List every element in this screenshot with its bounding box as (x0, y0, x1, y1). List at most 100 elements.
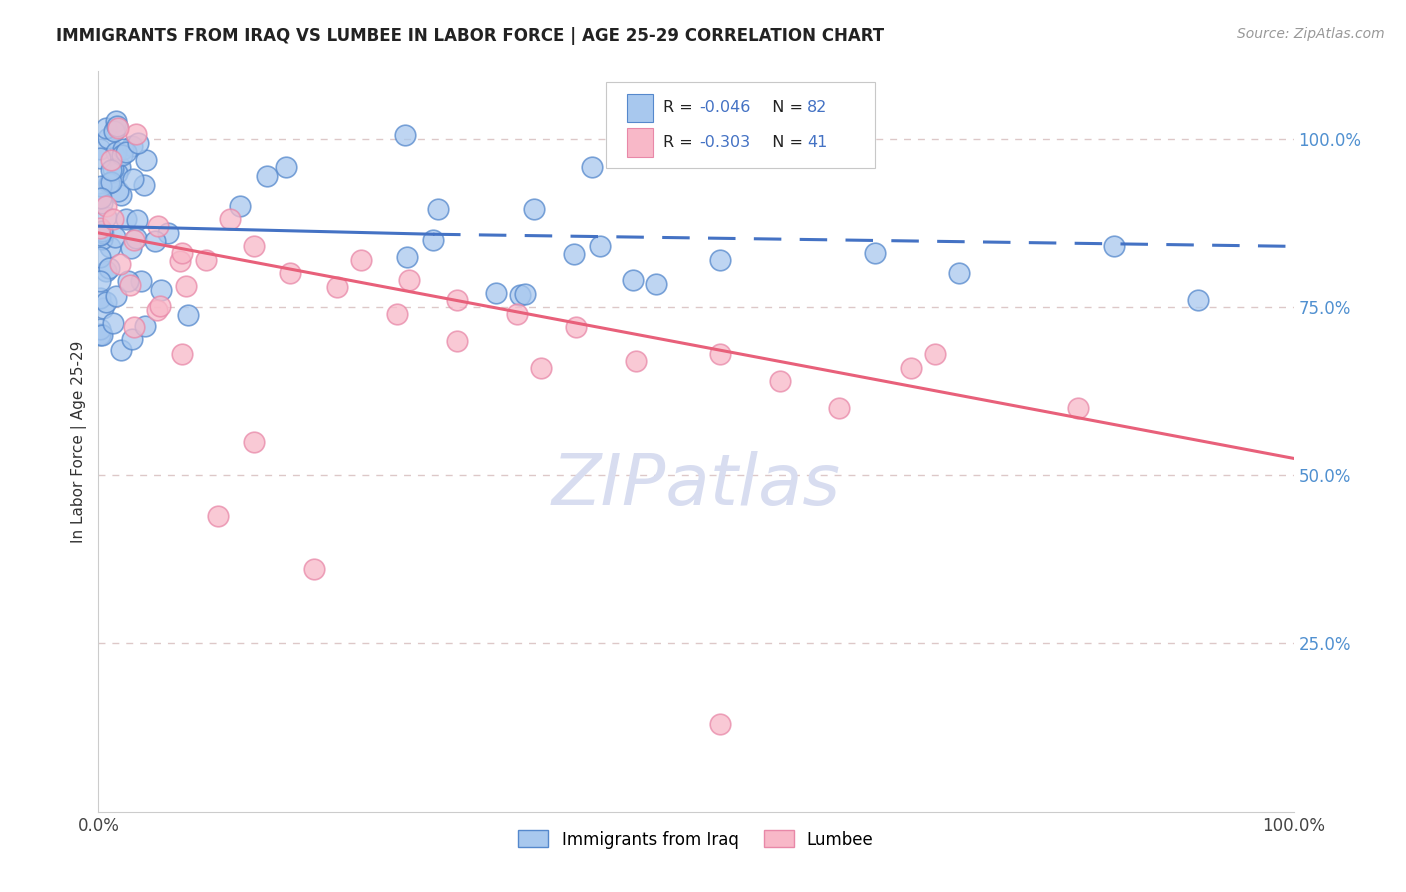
Text: N =: N = (762, 100, 808, 115)
Point (900, 360, 922, 375)
Point (143, 234, 166, 248)
Point (506, 307, 529, 321)
Point (89, 228, 111, 243)
Point (149, 299, 172, 313)
Point (120, 241, 142, 255)
Point (148, 219, 170, 234)
Point (394, 128, 416, 142)
Point (101, 211, 124, 226)
Point (125, 212, 148, 227)
Point (131, 274, 153, 288)
Point (302, 562, 325, 576)
Point (1187, 293, 1209, 308)
Point (111, 142, 134, 156)
Point (172, 246, 194, 260)
Point (94, 295, 117, 310)
Point (581, 161, 603, 175)
Point (101, 162, 124, 177)
Point (626, 353, 648, 368)
Point (121, 171, 143, 186)
Text: IMMIGRANTS FROM IRAQ VS LUMBEE IN LABOR FORCE | AGE 25-29 CORRELATION CHART: IMMIGRANTS FROM IRAQ VS LUMBEE IN LABOR … (56, 27, 884, 45)
Point (100, 162, 122, 177)
Point (326, 279, 349, 293)
Text: R =: R = (662, 135, 697, 150)
Point (243, 434, 266, 449)
Point (150, 283, 173, 297)
Point (565, 320, 588, 334)
Point (89, 151, 111, 165)
Point (94, 211, 117, 225)
Y-axis label: In Labor Force | Age 25-29: In Labor Force | Age 25-29 (72, 341, 87, 542)
Point (256, 169, 278, 183)
Point (96, 199, 118, 213)
Point (177, 309, 200, 323)
Text: R =: R = (662, 100, 697, 115)
Point (107, 184, 129, 198)
Point (89, 142, 111, 156)
Point (89, 220, 111, 235)
Point (523, 202, 546, 217)
Text: -0.303: -0.303 (700, 135, 751, 150)
Point (90, 191, 112, 205)
Point (709, 252, 731, 267)
Point (97, 131, 120, 145)
Point (172, 347, 194, 361)
Point (207, 508, 229, 523)
Point (105, 120, 128, 134)
Point (195, 252, 218, 267)
Point (485, 286, 508, 301)
Point (104, 122, 127, 136)
Point (948, 266, 970, 280)
FancyBboxPatch shape (627, 94, 652, 121)
Point (110, 343, 132, 358)
Point (91, 328, 114, 343)
Point (114, 211, 136, 226)
Point (124, 233, 146, 247)
Point (709, 347, 731, 361)
Point (124, 320, 146, 334)
Point (530, 360, 553, 375)
Point (108, 257, 131, 271)
Point (94, 264, 117, 278)
Point (169, 254, 191, 268)
Point (94, 120, 117, 135)
Point (427, 202, 450, 216)
Text: ZIPatlas: ZIPatlas (551, 451, 841, 520)
Point (146, 303, 169, 318)
Point (174, 278, 197, 293)
Point (1067, 401, 1090, 415)
Point (1104, 239, 1126, 253)
Point (90, 232, 112, 246)
Point (274, 160, 297, 174)
Point (91, 301, 114, 315)
Point (105, 166, 128, 180)
Point (118, 278, 141, 293)
Point (89, 291, 111, 305)
FancyBboxPatch shape (606, 82, 876, 168)
Point (105, 289, 128, 303)
Point (422, 233, 444, 247)
Point (98, 240, 121, 254)
Point (89, 322, 111, 336)
Point (132, 178, 155, 193)
Point (398, 273, 420, 287)
Point (98, 260, 121, 275)
Text: 41: 41 (807, 135, 828, 150)
Point (768, 374, 790, 388)
Point (446, 334, 468, 348)
Text: 82: 82 (807, 100, 828, 115)
Point (395, 250, 418, 264)
Text: Source: ZipAtlas.com: Source: ZipAtlas.com (1237, 27, 1385, 41)
Point (446, 293, 468, 308)
Point (513, 286, 536, 301)
Point (90, 224, 112, 238)
Point (89, 327, 111, 342)
Point (89, 327, 111, 342)
Point (100, 175, 122, 189)
Point (865, 246, 887, 260)
Point (100, 153, 122, 167)
Point (104, 145, 127, 159)
Point (243, 239, 266, 253)
Text: -0.046: -0.046 (700, 100, 751, 115)
Point (219, 212, 242, 227)
